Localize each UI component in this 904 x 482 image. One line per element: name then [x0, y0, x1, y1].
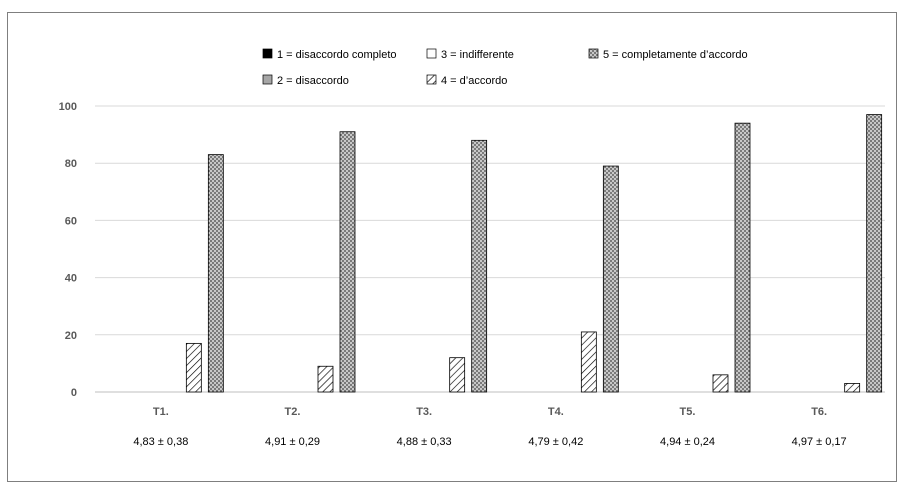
x-tick-label: T4.: [548, 406, 564, 418]
y-tick-label: 100: [59, 101, 77, 113]
bars: [185, 114, 883, 393]
bar: [734, 122, 751, 393]
bar: [317, 365, 334, 393]
bar: [471, 139, 488, 393]
bar: [602, 165, 619, 393]
legend-label: 3 = indifferente: [441, 49, 514, 61]
x-tick-label: T2.: [285, 406, 301, 418]
bar: [844, 383, 861, 393]
bar: [185, 342, 202, 393]
legend-swatch: [262, 48, 273, 59]
legend-label: 4 = d’accordo: [441, 75, 507, 87]
legend-label: 5 = completamente d’accordo: [603, 49, 748, 61]
legend-swatch: [426, 74, 437, 85]
legend-swatch: [426, 48, 437, 59]
x-sub-label: 4,91 ± 0,29: [265, 436, 320, 448]
bar: [580, 331, 597, 393]
axis-labels: 0 20 40 60 80 100 T1. 4,83 ± 0,38 T2. 4,91 ± 0,29…: [59, 101, 847, 448]
x-sub-label: 4,79 ± 0,42: [528, 436, 583, 448]
bar: [449, 357, 466, 393]
x-sub-label: 4,94 ± 0,24: [660, 436, 715, 448]
bar: [339, 131, 356, 393]
y-tick-label: 60: [65, 215, 77, 227]
x-sub-label: 4,88 ± 0,33: [397, 436, 452, 448]
y-tick-label: 0: [71, 387, 77, 399]
x-sub-label: 4,83 ± 0,38: [133, 436, 188, 448]
x-tick-label: T1.: [153, 406, 169, 418]
x-tick-label: T6.: [811, 406, 827, 418]
x-tick-label: T3.: [416, 406, 432, 418]
x-sub-label: 4,97 ± 0,17: [792, 436, 847, 448]
bar: [712, 374, 729, 393]
legend: 1 = disaccordo completo 2 = disaccordo 3 =…: [262, 48, 748, 87]
gridlines: [95, 105, 885, 336]
legend-swatch: [588, 48, 599, 59]
legend-label: 2 = disaccordo: [277, 75, 349, 87]
legend-label: 1 = disaccordo completo: [277, 49, 397, 61]
y-tick-label: 40: [65, 273, 77, 285]
legend-swatch: [262, 74, 273, 85]
bar: [207, 154, 224, 393]
y-tick-label: 20: [65, 330, 77, 342]
bar: [866, 114, 883, 393]
y-tick-label: 80: [65, 158, 77, 170]
x-tick-label: T5.: [680, 406, 696, 418]
